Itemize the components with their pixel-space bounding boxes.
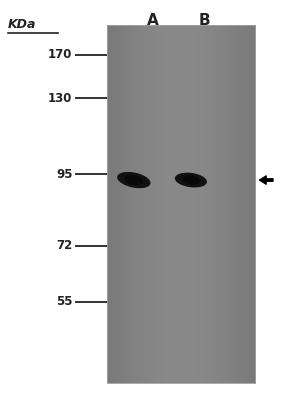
Bar (159, 25, 161, 383)
Bar (176, 25, 178, 383)
Text: KDa: KDa (8, 18, 36, 31)
Bar (215, 25, 217, 383)
Bar (213, 25, 215, 383)
Bar (141, 25, 143, 383)
Bar (161, 25, 163, 383)
Bar (252, 25, 254, 383)
Bar (128, 25, 130, 383)
Bar (181, 25, 183, 383)
Bar (239, 25, 241, 383)
Bar (174, 25, 176, 383)
Bar (224, 25, 226, 383)
Bar (253, 25, 255, 383)
Bar (233, 25, 235, 383)
Bar (193, 25, 195, 383)
Text: B: B (198, 13, 210, 28)
Bar (198, 25, 200, 383)
Bar (109, 25, 111, 383)
Bar (180, 25, 182, 383)
Bar (167, 25, 169, 383)
Bar (246, 25, 248, 383)
Bar (165, 25, 167, 383)
Bar (211, 25, 213, 383)
Bar (146, 25, 148, 383)
Bar (113, 25, 115, 383)
Text: 130: 130 (48, 92, 72, 105)
Bar (248, 25, 250, 383)
Bar (189, 25, 191, 383)
Bar (216, 25, 219, 383)
Bar (126, 25, 128, 383)
Bar (170, 25, 173, 383)
Bar (202, 25, 204, 383)
Bar (144, 25, 147, 383)
Bar (240, 25, 243, 383)
Bar (108, 25, 110, 383)
Bar (196, 25, 198, 383)
Bar (229, 25, 232, 383)
Bar (206, 25, 208, 383)
Bar (156, 25, 158, 383)
Bar (194, 25, 196, 383)
Bar (131, 25, 134, 383)
Bar (222, 25, 224, 383)
Bar (152, 25, 154, 383)
Bar (143, 25, 145, 383)
Bar (118, 25, 121, 383)
Bar (191, 25, 193, 383)
Bar (124, 25, 126, 383)
Bar (183, 25, 186, 383)
Bar (122, 25, 124, 383)
Bar (231, 25, 233, 383)
Bar (242, 25, 245, 383)
Bar (226, 25, 228, 383)
Text: A: A (147, 13, 159, 28)
Text: 170: 170 (48, 48, 72, 61)
Bar (172, 25, 174, 383)
Bar (163, 25, 165, 383)
Ellipse shape (125, 175, 143, 185)
Ellipse shape (117, 172, 151, 188)
Bar (218, 25, 220, 383)
Bar (157, 25, 160, 383)
Bar (121, 25, 123, 383)
Bar (235, 25, 237, 383)
Text: 55: 55 (56, 295, 72, 308)
Bar (200, 25, 202, 383)
Text: 72: 72 (56, 239, 72, 252)
Bar (220, 25, 222, 383)
Bar (150, 25, 152, 383)
Bar (111, 25, 113, 383)
Bar (237, 25, 239, 383)
Bar (108, 25, 255, 383)
Bar (154, 25, 156, 383)
Bar (209, 25, 211, 383)
Bar (187, 25, 189, 383)
Bar (207, 25, 209, 383)
Bar (135, 25, 137, 383)
Bar (168, 25, 171, 383)
Bar (115, 25, 117, 383)
Bar (117, 25, 119, 383)
Bar (108, 25, 255, 383)
Bar (228, 25, 230, 383)
Bar (148, 25, 150, 383)
Bar (185, 25, 187, 383)
Ellipse shape (175, 173, 207, 188)
Bar (250, 25, 252, 383)
Text: 95: 95 (56, 168, 72, 180)
Bar (130, 25, 132, 383)
Bar (178, 25, 180, 383)
Bar (244, 25, 246, 383)
Bar (139, 25, 141, 383)
Bar (203, 25, 206, 383)
Bar (137, 25, 139, 383)
Bar (133, 25, 136, 383)
Ellipse shape (182, 175, 200, 185)
